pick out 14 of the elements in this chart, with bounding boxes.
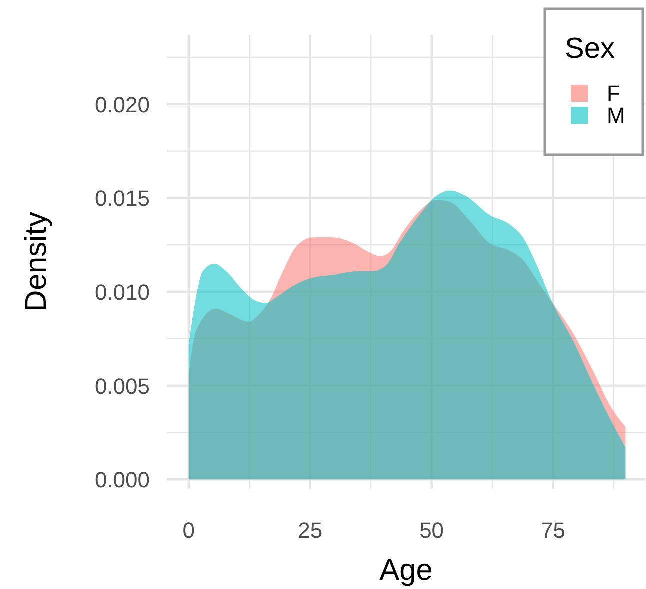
x-tick-label: 25 bbox=[298, 518, 323, 543]
x-tick-label: 50 bbox=[420, 518, 444, 543]
x-tick-label: 75 bbox=[541, 518, 566, 543]
legend-label: M bbox=[607, 103, 626, 128]
y-tick-label: 0.020 bbox=[94, 92, 150, 118]
y-tick-label: 0.010 bbox=[94, 280, 150, 306]
y-tick-label: 0.000 bbox=[94, 468, 150, 493]
legend-label: F bbox=[607, 81, 620, 106]
x-tick-label: 0 bbox=[182, 518, 195, 543]
legend-title: Sex bbox=[565, 33, 616, 65]
y-axis-title: Density bbox=[20, 212, 53, 312]
y-tick-label: 0.015 bbox=[94, 186, 150, 212]
x-axis-title: Age bbox=[380, 554, 433, 587]
y-tick-label: 0.005 bbox=[94, 374, 150, 399]
